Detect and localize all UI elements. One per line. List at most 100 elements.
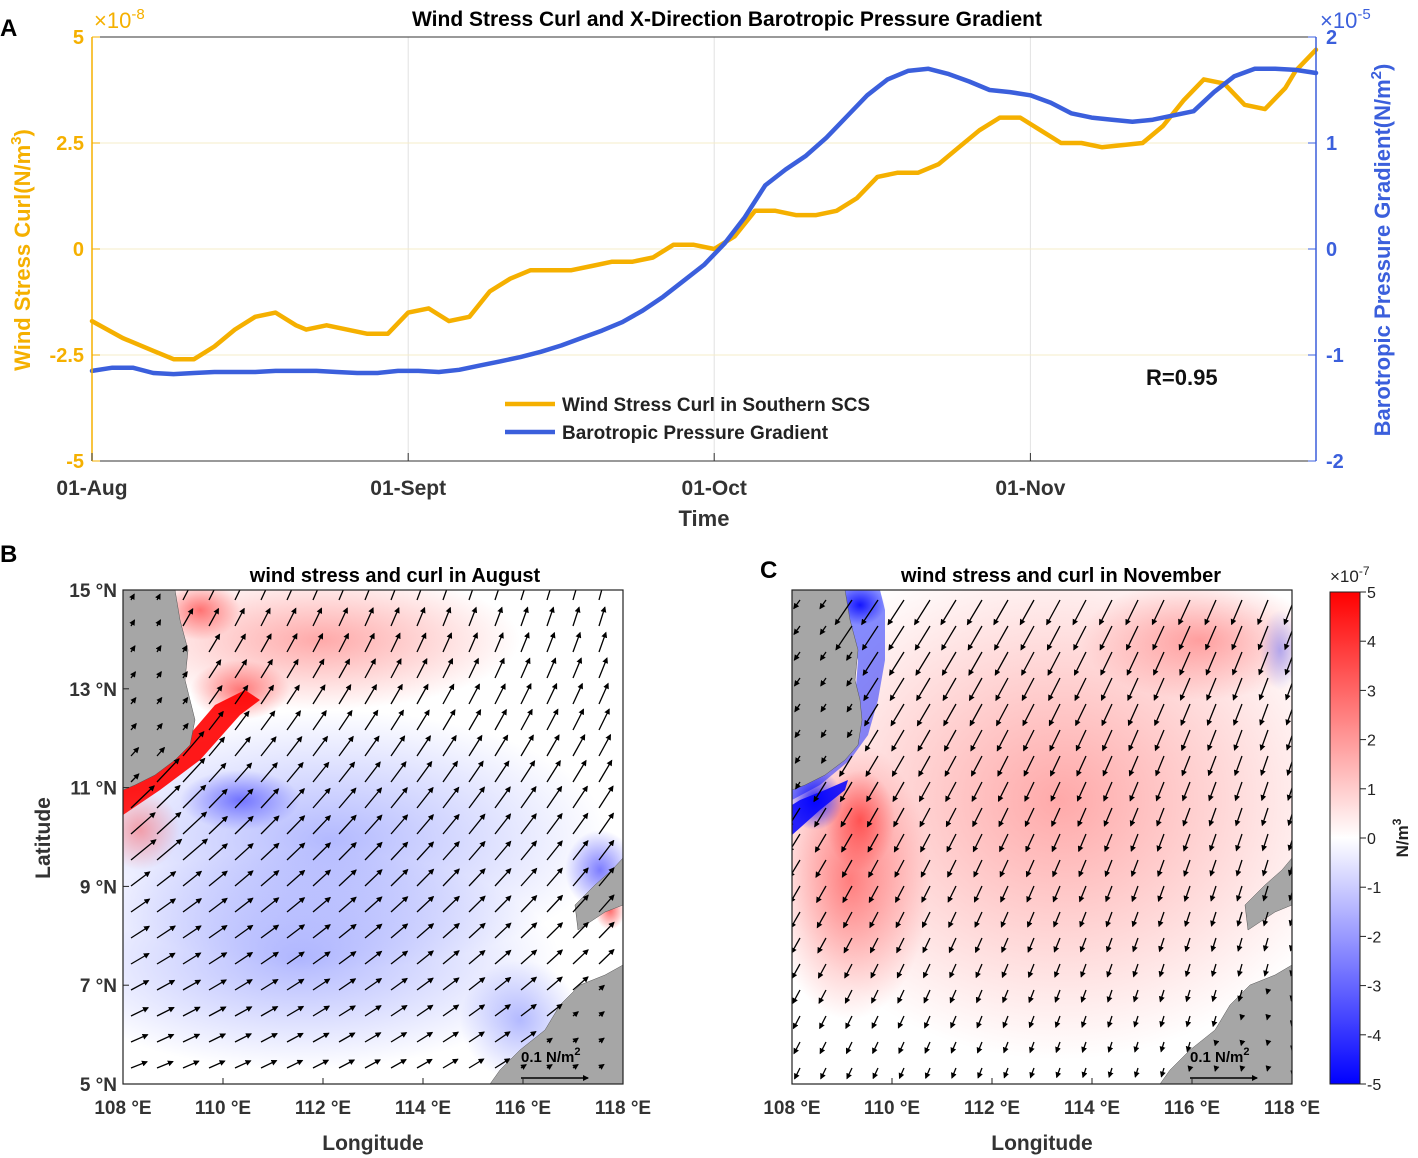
wind-arrow: [546, 894, 564, 913]
wind-arrow: [442, 950, 460, 965]
wind-arrow: [1107, 1041, 1114, 1053]
wind-arrow: [338, 607, 348, 627]
wind-arrow: [390, 735, 406, 757]
wind-arrow: [572, 734, 586, 757]
wind-arrow: [951, 1067, 957, 1079]
wind-arrow: [820, 1067, 827, 1080]
wind-arrow: [1052, 859, 1061, 878]
wind-arrow: [1077, 833, 1087, 853]
wind-arrow: [1076, 781, 1087, 802]
wind-arrow: [416, 760, 433, 783]
wind-arrow: [1133, 1015, 1139, 1028]
wind-arrow: [156, 898, 177, 913]
wind-arrow: [862, 651, 879, 676]
wind-arrow: [572, 812, 589, 835]
wind-arrow: [546, 590, 551, 601]
wind-arrow: [1105, 937, 1113, 953]
wind-arrow: [130, 898, 151, 913]
wind-arrow: [1125, 599, 1139, 626]
colorbar-tick-label: 0: [1367, 831, 1376, 848]
wind-arrow: [312, 787, 331, 809]
colorbar-tick-label: -3: [1367, 979, 1381, 996]
wind-arrow: [338, 1005, 356, 1017]
wind-arrow: [1285, 733, 1292, 751]
wind-arrow: [468, 683, 480, 705]
wind-arrow: [234, 633, 246, 653]
wind-arrow: [1156, 833, 1165, 852]
wind-arrow: [976, 1015, 983, 1029]
wind-arrow: [598, 894, 615, 913]
right-y-tick-label: -2: [1326, 451, 1344, 473]
wind-arrow: [286, 633, 298, 653]
wind-arrow: [1207, 729, 1217, 752]
wind-arrow: [364, 1005, 382, 1017]
wind-arrow: [156, 1060, 174, 1069]
wind-arrow: [520, 785, 537, 809]
wind-arrow: [520, 1003, 537, 1017]
wind-arrow: [416, 786, 434, 809]
wind-arrow: [155, 645, 162, 653]
wind-arrow: [1158, 989, 1165, 1003]
wind-arrow: [898, 1041, 905, 1055]
wind-arrow: [520, 708, 533, 731]
wind-arrow: [416, 841, 435, 861]
wind-arrow: [890, 703, 905, 727]
wind-arrow: [520, 1064, 527, 1070]
wind-arrow: [390, 1004, 408, 1017]
wind-arrow: [1260, 781, 1269, 802]
wind-arrow: [1210, 963, 1217, 978]
wind-arrow: [338, 841, 357, 861]
wind-arrow: [390, 787, 408, 809]
wind-arrow: [572, 631, 582, 653]
wind-arrow: [390, 868, 409, 887]
wind-arrow: [572, 894, 589, 913]
wind-arrow: [1205, 625, 1217, 651]
wind-arrow: [950, 1041, 957, 1054]
wind-arrow: [1029, 1041, 1035, 1054]
wind-arrow: [1263, 963, 1270, 977]
map-x-tick-label: 114 °E: [1064, 1098, 1120, 1119]
wind-arrow: [1204, 599, 1217, 626]
wind-arrow: [1182, 807, 1191, 827]
wind-arrow: [1076, 755, 1087, 777]
wind-arrow: [468, 709, 482, 731]
wind-arrow: [416, 923, 435, 939]
wind-arrow: [940, 599, 957, 626]
wind-arrow: [156, 925, 176, 939]
wind-arrow: [1021, 651, 1035, 676]
wind-arrow: [312, 607, 323, 627]
wind-arrow: [546, 734, 560, 757]
wind-arrow: [1107, 1067, 1114, 1078]
wind-arrow: [338, 709, 353, 731]
wind-arrow: [468, 606, 478, 627]
legend-label-wind: Wind Stress Curl in Southern SCS: [562, 395, 870, 416]
wind-arrow: [364, 683, 377, 705]
wind-arrow: [208, 1006, 227, 1017]
wind-arrow: [1054, 1015, 1061, 1029]
legend-label-pressure: Barotropic Pressure Gradient: [562, 423, 829, 444]
wind-arrow: [793, 1041, 801, 1055]
wind-arrow: [286, 787, 305, 809]
wind-arrow: [572, 785, 588, 809]
wind-arrow: [572, 590, 577, 601]
wind-arrow: [182, 1033, 201, 1043]
wind-arrow: [872, 1067, 879, 1080]
panel-a-label: A: [0, 15, 17, 42]
wind-arrow: [1239, 1065, 1246, 1072]
wind-arrow: [917, 729, 931, 752]
wind-arrow: [312, 590, 319, 601]
wind-arrow: [364, 787, 383, 809]
wind-arrow: [260, 815, 280, 835]
wind-arrow: [416, 683, 429, 705]
wind-arrow: [625, 607, 631, 626]
wind-arrow: [338, 1059, 356, 1069]
wind-arrow: [918, 755, 931, 777]
panel-b-title: wind stress and curl in August: [249, 565, 541, 587]
wind-arrow: [821, 755, 827, 764]
wind-arrow: [1262, 885, 1269, 902]
wind-arrow: [572, 976, 589, 991]
wind-arrow: [625, 658, 633, 678]
wind-arrow: [1158, 963, 1165, 978]
wind-arrow: [1233, 755, 1243, 777]
wind-arrow: [468, 949, 486, 965]
